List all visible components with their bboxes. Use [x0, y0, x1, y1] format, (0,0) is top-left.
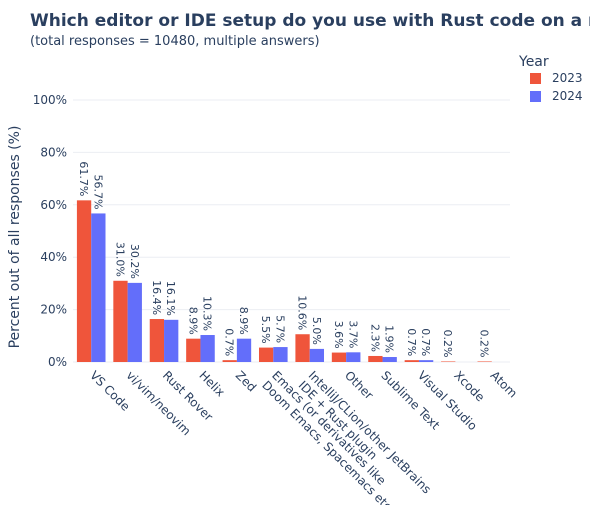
data-label: 3.7% [346, 320, 359, 348]
x-tick-label: vi/vim/neovim [124, 368, 194, 438]
legend-swatch-2024[interactable] [530, 91, 541, 102]
data-label: 0.7% [419, 328, 432, 356]
bar-2024 [91, 213, 106, 362]
data-label: 10.3% [201, 296, 214, 331]
y-axis-title: Percent out of all responses (%) [7, 126, 23, 349]
x-tick-label: Helix [196, 368, 227, 399]
bar-2023 [149, 319, 165, 362]
legend-swatch-2023[interactable] [530, 73, 541, 84]
bar-2023 [404, 360, 419, 362]
legend-items[interactable]: 2023 2024 [530, 71, 583, 103]
x-tick-label: Atom [488, 368, 520, 400]
data-label: 16.1% [164, 281, 177, 316]
bar-2023 [113, 280, 128, 362]
bar-2024 [164, 319, 179, 362]
bar-2023 [441, 361, 456, 362]
data-label: 10.6% [296, 295, 309, 330]
bar-2023 [331, 352, 347, 362]
data-label: 0.7% [223, 328, 236, 356]
data-label: 1.9% [383, 325, 396, 353]
data-label: 5.7% [273, 315, 286, 343]
data-label: 31.0% [113, 242, 126, 277]
bar-2024 [418, 360, 434, 362]
data-label: 0.2% [441, 330, 454, 358]
data-label: 2.3% [368, 324, 381, 352]
data-label: 8.9% [186, 307, 199, 335]
y-axis-ticks: 0% 20% 40% 60% 80% 100% [33, 93, 67, 369]
chart-subtitle: (total responses = 10480, multiple answe… [30, 34, 320, 49]
data-label: 5.5% [259, 316, 272, 344]
data-label: 0.7% [405, 328, 418, 356]
bar-2024 [346, 352, 361, 362]
x-tick-label: Zed [233, 368, 259, 394]
legend-label-2024[interactable]: 2024 [552, 89, 583, 103]
y-tick-label: 100% [33, 93, 67, 107]
bar-2024 [200, 335, 215, 362]
data-labels: 61.7% 56.7%31.0% 30.2%16.4% 16.1%8.9% 10.3%0… [77, 161, 491, 357]
data-label: 0.2% [478, 330, 491, 358]
bar-2024 [273, 347, 288, 362]
bar-2024 [309, 348, 325, 362]
gridlines [73, 99, 510, 363]
legend[interactable]: Year 2023 2024 [518, 54, 583, 103]
legend-label-2023[interactable]: 2023 [552, 71, 583, 85]
bar-2023 [258, 347, 274, 362]
bars [76, 200, 492, 362]
bar-2023 [368, 355, 383, 362]
data-label: 56.7% [91, 174, 104, 209]
y-tick-label: 0% [48, 355, 67, 369]
bar-2024 [236, 338, 252, 362]
bar-2024 [382, 357, 397, 362]
bar-2023 [186, 338, 201, 362]
bar-2023 [222, 360, 237, 362]
y-tick-label: 20% [40, 303, 67, 317]
bar-2023 [477, 361, 492, 362]
y-tick-label: 80% [40, 145, 67, 159]
data-label: 16.4% [150, 280, 163, 315]
data-label: 3.6% [332, 321, 345, 349]
data-label: 30.2% [128, 244, 141, 279]
legend-title: Year [518, 54, 549, 70]
chart-title: Which editor or IDE setup do you use wit… [30, 11, 590, 31]
bar-2024 [127, 282, 142, 362]
x-tick-label: Other [342, 368, 376, 402]
data-label: 61.7% [77, 161, 90, 196]
bar-2023 [76, 200, 92, 362]
data-label: 5.0% [310, 317, 323, 345]
bar-2023 [295, 334, 310, 362]
y-tick-label: 60% [40, 198, 67, 212]
y-tick-label: 40% [40, 250, 67, 264]
data-label: 8.9% [237, 307, 250, 335]
